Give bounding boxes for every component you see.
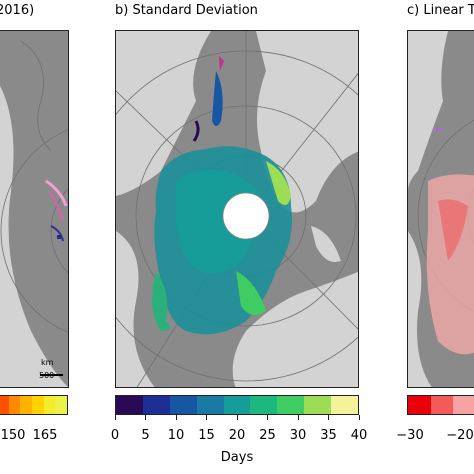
colorbar-b-tick-label: 25 [259,428,276,443]
colorbar-a-segment [8,396,21,414]
colorbar-a-segment [32,396,44,414]
colorbar-b-tick-label: 10 [167,428,185,443]
panel-a-map-graphic [0,40,68,387]
colorbar-c-tick-minus20: −20 [446,428,474,443]
colorbar-c-segment [453,396,474,414]
colorbar-b-tick-label: 5 [141,428,150,443]
colorbar-b-tickmark [236,415,238,420]
colorbar-a-segment [55,396,68,414]
panel-c-map [407,30,474,388]
colorbar-b-segment [223,396,251,414]
colorbar-b-tick-label: 0 [110,428,120,443]
colorbar-a-segment [43,396,56,414]
colorbar-b-tick-label: 35 [320,428,337,443]
colorbar-b-segment [196,396,224,414]
panel-b-title: b) Standard Deviation [115,3,258,18]
colorbar-a [0,395,68,415]
panel-c-map-graphic [408,31,474,387]
panel-b-map-graphic [116,31,358,387]
colorbar-b-tick-label: 40 [350,428,368,443]
colorbar-b-tickmark [297,415,299,420]
colorbar-b-segment [116,396,143,414]
colorbar-b-tick-label: 30 [289,428,307,443]
colorbar-b-tickmark [145,415,146,420]
colorbar-b-segment [250,396,278,414]
panel-b-map [115,30,359,388]
colorbar-a-tick-150: 150 [0,428,26,443]
colorbar-b-segment [304,396,332,414]
scale-bar-unit: km [41,358,54,367]
colorbar-b-tickmark [358,415,360,420]
colorbar-b-tickmark [328,415,329,420]
colorbar-c-segment [408,396,431,414]
colorbar-b-tickmark [114,415,116,420]
colorbar-b-tick-label: 20 [228,428,246,443]
colorbar-b-label: Days [220,450,254,465]
panel-a-map: km 500 [0,30,69,388]
colorbar-b [115,395,359,415]
colorbar-b-tickmark [267,415,268,420]
colorbar-b-segment [169,396,197,414]
colorbar-b-tick-label: 15 [198,428,215,443]
colorbar-b-segment [142,396,170,414]
colorbar-a-segment [20,396,33,414]
panel-c-title: c) Linear T [407,3,474,18]
colorbar-a-tick-165: 165 [32,428,58,443]
colorbar-b-tickmark [206,415,207,420]
colorbar-a-segment [0,396,9,414]
colorbar-c [407,395,474,415]
colorbar-b-tickmark [175,415,177,420]
panel-a-title: 2016) [0,3,35,18]
colorbar-c-segment [430,396,454,414]
colorbar-c-tick-minus30: −30 [396,428,424,443]
colorbar-b-segment [331,396,359,414]
scale-bar-value: 500 [39,371,55,380]
colorbar-b-segment [277,396,305,414]
